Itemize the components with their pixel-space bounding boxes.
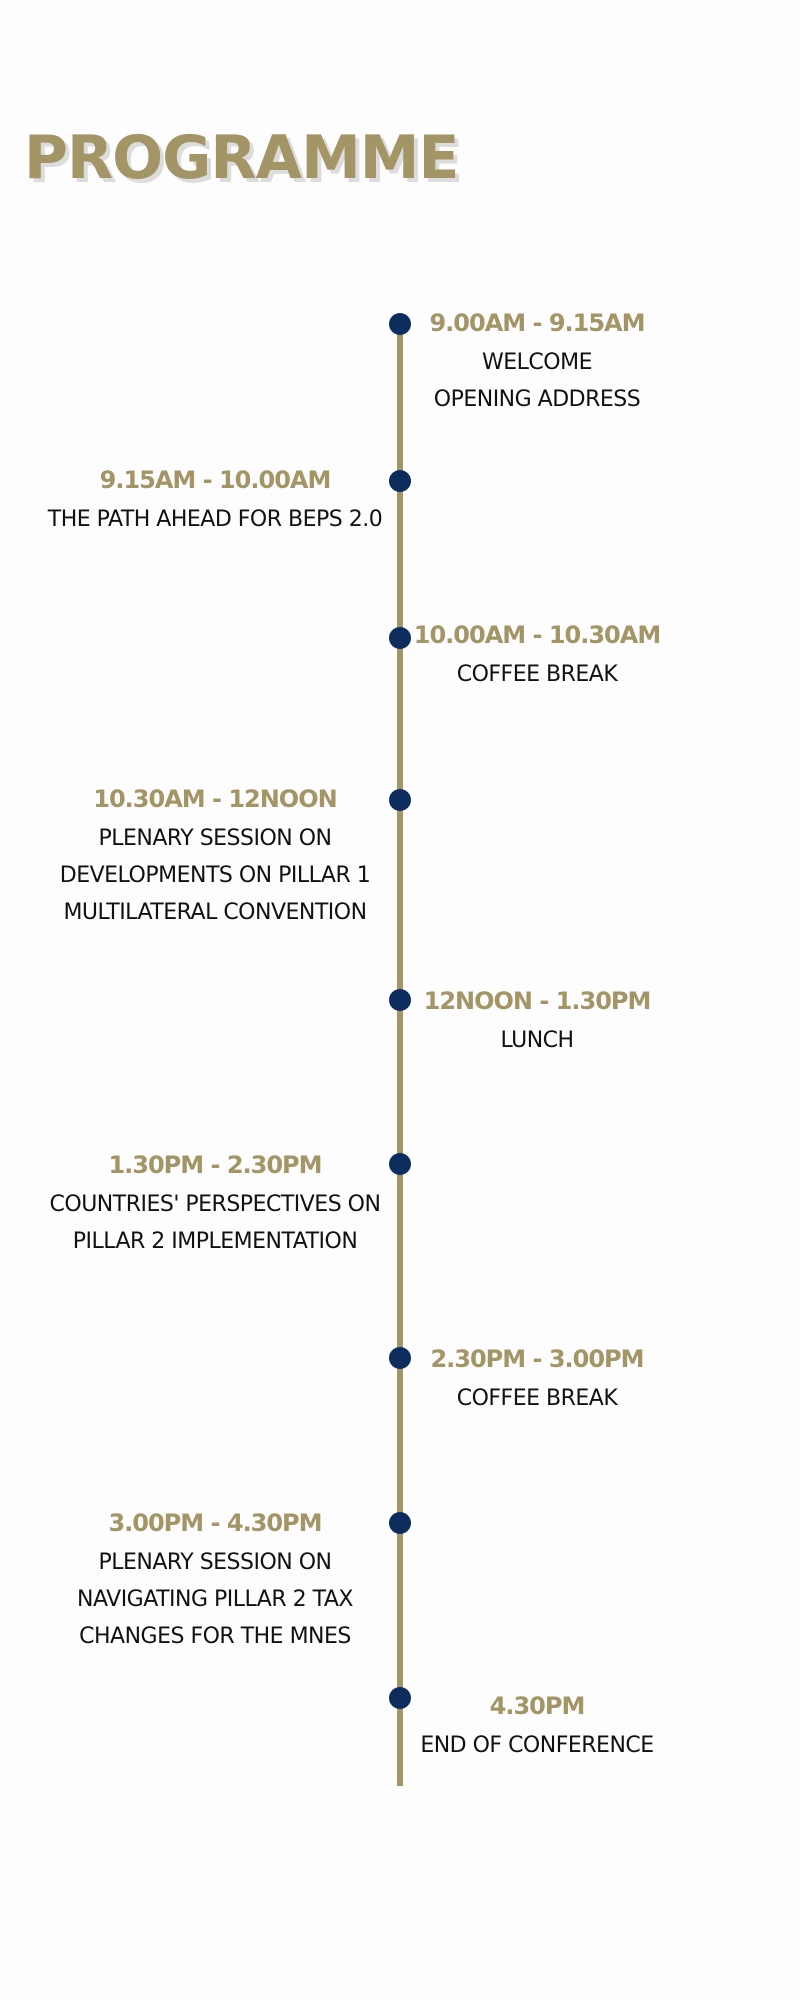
event-time: 3.00PM - 4.30PM [108, 1509, 322, 1537]
timeline-entry: 1.30PM - 2.30PM COUNTRIES' PERSPECTIVES … [20, 1150, 410, 1260]
event-time: 2.30PM - 3.00PM [430, 1345, 644, 1373]
event-description-line: PILLAR 2 IMPLEMENTATION [72, 1229, 358, 1254]
event-description: WELCOME OPENING ADDRESS [412, 344, 662, 418]
timeline-dot [389, 789, 411, 811]
event-description-line: PLENARY SESSION ON [98, 1550, 332, 1575]
timeline-line [397, 326, 403, 1786]
event-time: 9.15AM - 10.00AM [99, 466, 332, 494]
timeline-entry: 12NOON - 1.30PM LUNCH [412, 986, 662, 1059]
timeline-dot [389, 1347, 411, 1369]
page-title: PROGRAMME [24, 123, 459, 193]
timeline-dot [389, 1687, 411, 1709]
timeline-entry: 9.15AM - 10.00AM THE PATH AHEAD FOR BEPS… [20, 465, 410, 538]
event-description-line: NAVIGATING PILLAR 2 TAX [77, 1587, 353, 1612]
event-time: 10.00AM - 10.30AM [413, 621, 661, 649]
timeline-dot [389, 989, 411, 1011]
timeline-entry: 10.30AM - 12NOON PLENARY SESSION ON DEVE… [20, 784, 410, 931]
event-description: END OF CONFERENCE [412, 1727, 662, 1764]
timeline-entry: 3.00PM - 4.30PM PLENARY SESSION ON NAVIG… [20, 1508, 410, 1655]
event-description-line: COFFEE BREAK [456, 1386, 618, 1411]
event-description-line: COUNTRIES' PERSPECTIVES ON [49, 1192, 381, 1217]
event-description: PLENARY SESSION ON DEVELOPMENTS ON PILLA… [20, 820, 410, 931]
event-description-line: PLENARY SESSION ON [98, 826, 332, 851]
timeline-entry: 2.30PM - 3.00PM COFFEE BREAK [412, 1344, 662, 1417]
event-time: 4.30PM [489, 1692, 586, 1720]
event-description: PLENARY SESSION ON NAVIGATING PILLAR 2 T… [20, 1544, 410, 1655]
timeline-entry: 10.00AM - 10.30AM COFFEE BREAK [412, 620, 662, 693]
event-description: COUNTRIES' PERSPECTIVES ON PILLAR 2 IMPL… [20, 1186, 410, 1260]
event-description: COFFEE BREAK [412, 1380, 662, 1417]
event-time: 12NOON - 1.30PM [423, 987, 652, 1015]
event-description: THE PATH AHEAD FOR BEPS 2.0 [20, 501, 410, 538]
event-description-line: END OF CONFERENCE [420, 1733, 654, 1758]
event-description-line: THE PATH AHEAD FOR BEPS 2.0 [47, 507, 383, 532]
event-description-line: OPENING ADDRESS [433, 387, 641, 412]
event-description-line: LUNCH [500, 1028, 574, 1053]
event-description-line: MULTILATERAL CONVENTION [63, 900, 367, 925]
timeline-dot [389, 1153, 411, 1175]
timeline-entry: 4.30PM END OF CONFERENCE [412, 1691, 662, 1764]
event-description-line: COFFEE BREAK [456, 662, 618, 687]
event-time: 10.30AM - 12NOON [93, 785, 337, 813]
event-description-line: DEVELOPMENTS ON PILLAR 1 [59, 863, 371, 888]
event-time: 9.00AM - 9.15AM [429, 309, 645, 337]
event-description-line: CHANGES FOR THE MNES [79, 1624, 351, 1649]
timeline-dot [389, 470, 411, 492]
timeline-entry: 9.00AM - 9.15AM WELCOME OPENING ADDRESS [412, 308, 662, 418]
timeline-dot [389, 313, 411, 335]
event-description-line: WELCOME [482, 350, 592, 375]
timeline-dot [389, 627, 411, 649]
event-description: COFFEE BREAK [412, 656, 662, 693]
event-time: 1.30PM - 2.30PM [108, 1151, 322, 1179]
event-description: LUNCH [412, 1022, 662, 1059]
timeline-dot [389, 1512, 411, 1534]
